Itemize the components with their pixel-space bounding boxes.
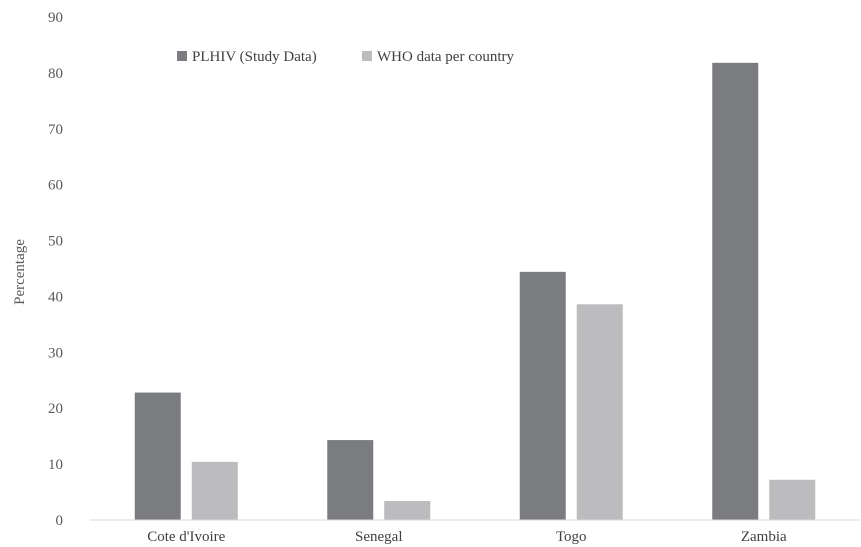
y-tick-label: 90 xyxy=(48,10,63,26)
bar-who-zambia xyxy=(769,479,816,520)
bar-study-zambia xyxy=(712,62,759,520)
y-tick-label: 0 xyxy=(56,513,64,529)
y-tick-label: 60 xyxy=(48,178,63,194)
x-tick-label: Cote d'Ivoire xyxy=(147,529,225,545)
bar-who-togo xyxy=(576,304,623,520)
x-tick-label: Togo xyxy=(556,529,587,545)
bar-study-cote-d-ivoire xyxy=(134,392,181,520)
y-tick-label: 50 xyxy=(48,234,63,250)
y-axis-title: Percentage xyxy=(12,239,28,305)
y-axis-ticks: 0 10 20 30 40 50 60 70 80 90 xyxy=(48,10,63,529)
legend-swatch xyxy=(177,51,187,61)
bars xyxy=(134,62,816,520)
y-tick-label: 80 xyxy=(48,66,63,82)
legend-label: WHO data per country xyxy=(377,49,515,65)
legend-label: PLHIV (Study Data) xyxy=(192,49,317,65)
y-tick-label: 70 xyxy=(48,122,63,138)
bar-who-cote-d-ivoire xyxy=(191,461,238,520)
x-tick-label: Senegal xyxy=(355,529,402,545)
bar-study-togo xyxy=(519,271,566,520)
y-tick-label: 40 xyxy=(48,289,63,305)
y-tick-label: 20 xyxy=(48,401,63,417)
y-tick-label: 30 xyxy=(48,345,63,361)
category-labels: Cote d'Ivoire Senegal Togo Zambia xyxy=(147,529,787,545)
legend-swatch xyxy=(362,51,372,61)
y-tick-label: 10 xyxy=(48,457,63,473)
bar-who-senegal xyxy=(384,500,431,520)
legend: PLHIV (Study Data) WHO data per country xyxy=(177,49,515,65)
bar-study-senegal xyxy=(327,440,374,520)
x-tick-label: Zambia xyxy=(741,529,787,545)
